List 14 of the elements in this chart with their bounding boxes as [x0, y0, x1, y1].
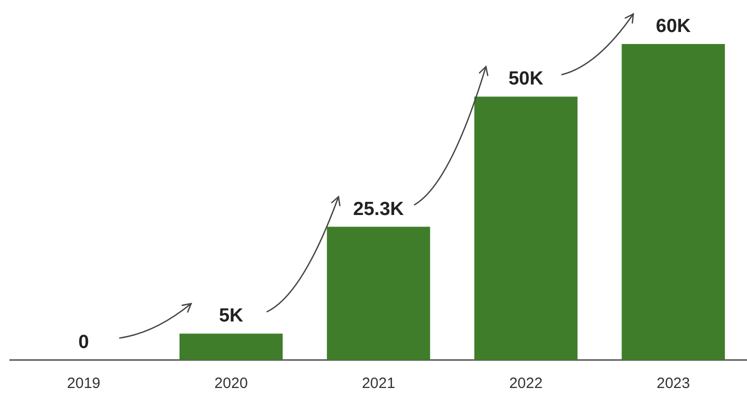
x-tick-label: 2020	[214, 375, 248, 392]
bar	[474, 96, 578, 360]
x-tick-label: 2022	[509, 375, 543, 392]
data-label: 0	[78, 332, 89, 353]
x-tick-label: 2019	[67, 375, 100, 392]
x-tick-label: 2021	[362, 375, 396, 392]
bar	[326, 226, 430, 360]
data-label: 5K	[218, 306, 244, 327]
x-tick-label: 2023	[656, 375, 690, 392]
data-label: 25.3K	[353, 198, 404, 220]
data-label: 50K	[508, 68, 544, 90]
bar	[180, 334, 283, 360]
data-label: 60K	[656, 16, 692, 37]
bar	[622, 44, 725, 360]
